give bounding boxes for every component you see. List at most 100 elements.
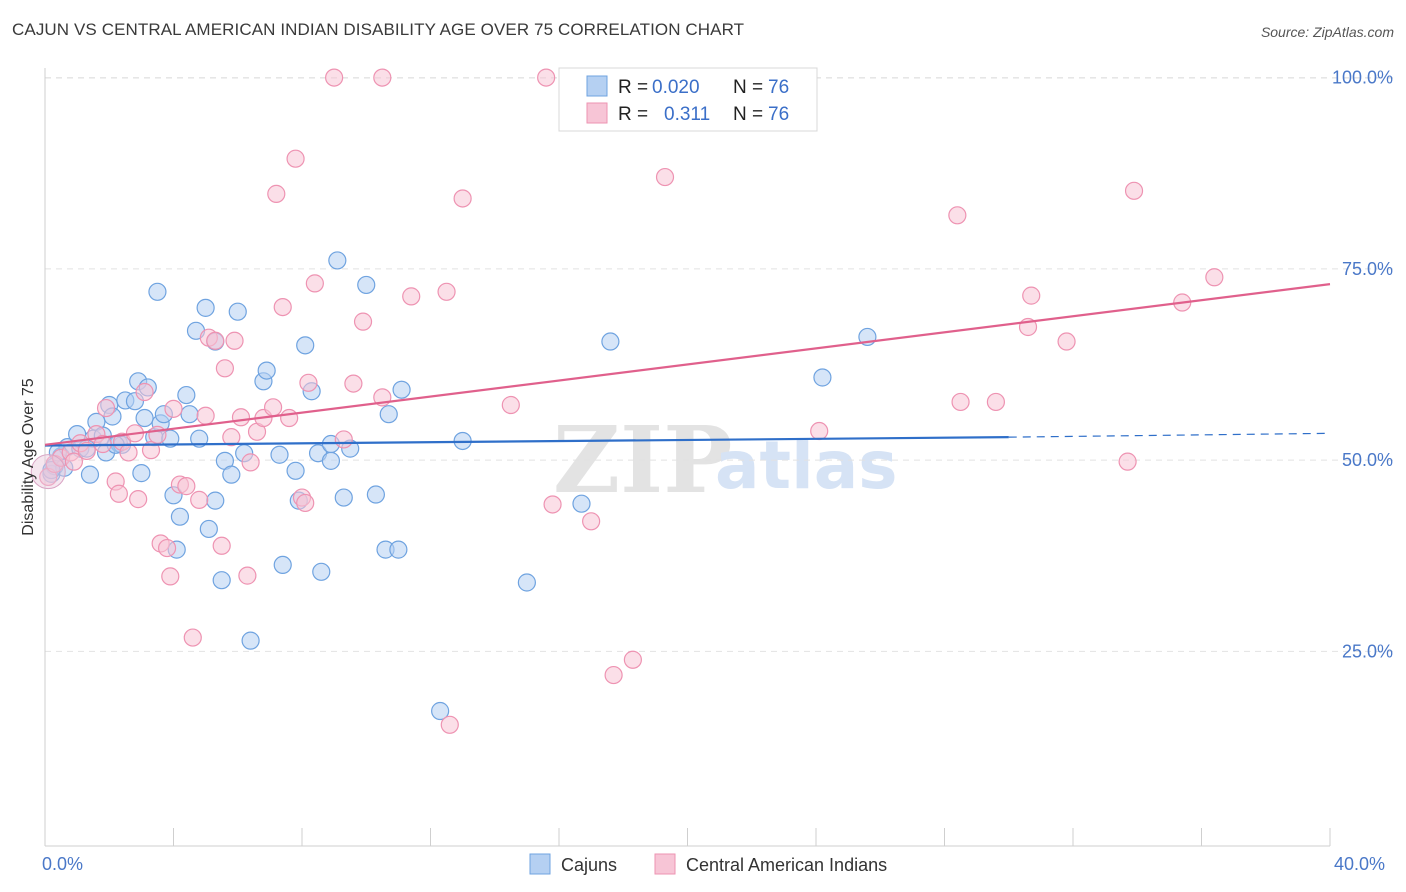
data-point [286, 149, 305, 168]
data-point [129, 490, 148, 509]
data-point [109, 484, 128, 503]
data-point [96, 398, 116, 418]
data-point [813, 368, 832, 387]
watermark: ZIP atlas [553, 406, 898, 514]
data-point [951, 392, 970, 412]
stats-swatch-central-american-indians [586, 102, 608, 124]
data-point [334, 430, 353, 449]
data-point [196, 298, 215, 317]
chart-title: CAJUN VS CENTRAL AMERICAN INDIAN DISABIL… [12, 20, 745, 39]
data-point [263, 398, 283, 417]
data-point [119, 443, 138, 462]
stats-swatch-cajuns [586, 75, 608, 97]
data-point [241, 631, 260, 650]
data-point [379, 405, 398, 424]
data-point [437, 282, 456, 301]
data-point [353, 312, 373, 331]
stats-n-value-1: 76 [768, 77, 789, 98]
data-point [604, 665, 623, 685]
data-point [164, 399, 183, 418]
x-tick-label-max: 40.0% [1334, 854, 1385, 874]
data-point [177, 385, 196, 405]
data-point [373, 68, 392, 87]
data-point [312, 562, 331, 581]
trend-line-cajuns-extension [1008, 432, 1331, 438]
stats-legend: R = 0.020 N = 76 R = 0.311 N = 76 [558, 67, 818, 132]
data-point [810, 421, 829, 441]
grid [45, 77, 1395, 652]
data-point [190, 490, 209, 509]
data-point [241, 453, 260, 472]
data-point [77, 441, 96, 461]
data-point [572, 494, 591, 513]
series-legend: Cajuns Central American Indians [529, 853, 887, 875]
stats-r-label-2: R = [618, 104, 648, 125]
data-point [1022, 286, 1041, 305]
data-point [431, 701, 450, 721]
trend-line-cajuns [44, 436, 1009, 447]
stats-n-label-1: N = [733, 77, 763, 98]
x-ticks [44, 828, 1331, 846]
legend-swatch-central-american-indians [654, 853, 676, 875]
data-point [273, 298, 292, 317]
data-point [296, 336, 315, 355]
x-tick-label-min: 0.0% [42, 854, 83, 874]
data-point [157, 538, 177, 558]
data-point [453, 189, 472, 208]
data-point [286, 461, 305, 480]
data-point [183, 628, 202, 647]
legend-swatch-cajuns [529, 853, 551, 875]
data-point [238, 566, 257, 585]
data-point [180, 405, 199, 424]
source-credit: Source: ZipAtlas.com [1260, 24, 1394, 40]
data-point [440, 715, 459, 734]
data-point [1057, 332, 1076, 351]
legend-label-central-american-indians: Central American Indians [686, 855, 887, 875]
data-point [228, 302, 247, 321]
data-point [325, 68, 344, 87]
stats-r-label-1: R = [618, 77, 648, 98]
y-axis-label: Disability Age Over 75 [20, 378, 37, 536]
data-point [623, 650, 642, 669]
data-point [190, 429, 209, 448]
data-point [655, 167, 675, 187]
data-point [537, 68, 556, 87]
series-central-american-indians [39, 68, 1224, 734]
data-point [1118, 452, 1137, 471]
data-point [517, 573, 536, 592]
y-tick-label: 100.0% [1332, 68, 1393, 88]
data-point [501, 395, 520, 415]
data-point [402, 287, 421, 306]
data-point [299, 373, 318, 392]
data-point [389, 540, 408, 559]
trend-line-central-american-indians [44, 283, 1331, 446]
data-point [582, 512, 601, 531]
data-point [321, 451, 341, 470]
data-point [222, 428, 241, 447]
stats-r-value-2: 0.311 [664, 104, 710, 125]
data-point [257, 361, 276, 380]
data-point [328, 251, 347, 270]
data-point [296, 493, 315, 513]
data-point [392, 380, 411, 399]
y-tick-labels: 25.0% 50.0% 75.0% 100.0% [1332, 68, 1393, 662]
stats-n-value-2: 76 [768, 104, 789, 125]
data-point [80, 465, 100, 484]
data-point [212, 571, 231, 590]
data-point [132, 464, 151, 483]
y-tick-label: 50.0% [1342, 450, 1393, 470]
legend-label-cajuns: Cajuns [561, 855, 617, 875]
data-point [344, 374, 363, 393]
data-point [170, 507, 190, 526]
data-point [986, 392, 1006, 412]
data-point [267, 184, 286, 203]
data-point [225, 331, 244, 350]
data-point [148, 282, 167, 301]
data-point [366, 485, 385, 504]
scatter-points [30, 68, 1224, 734]
data-point [161, 567, 180, 586]
data-point [601, 332, 620, 351]
stats-n-label-2: N = [733, 104, 763, 125]
trend-lines [44, 283, 1331, 447]
